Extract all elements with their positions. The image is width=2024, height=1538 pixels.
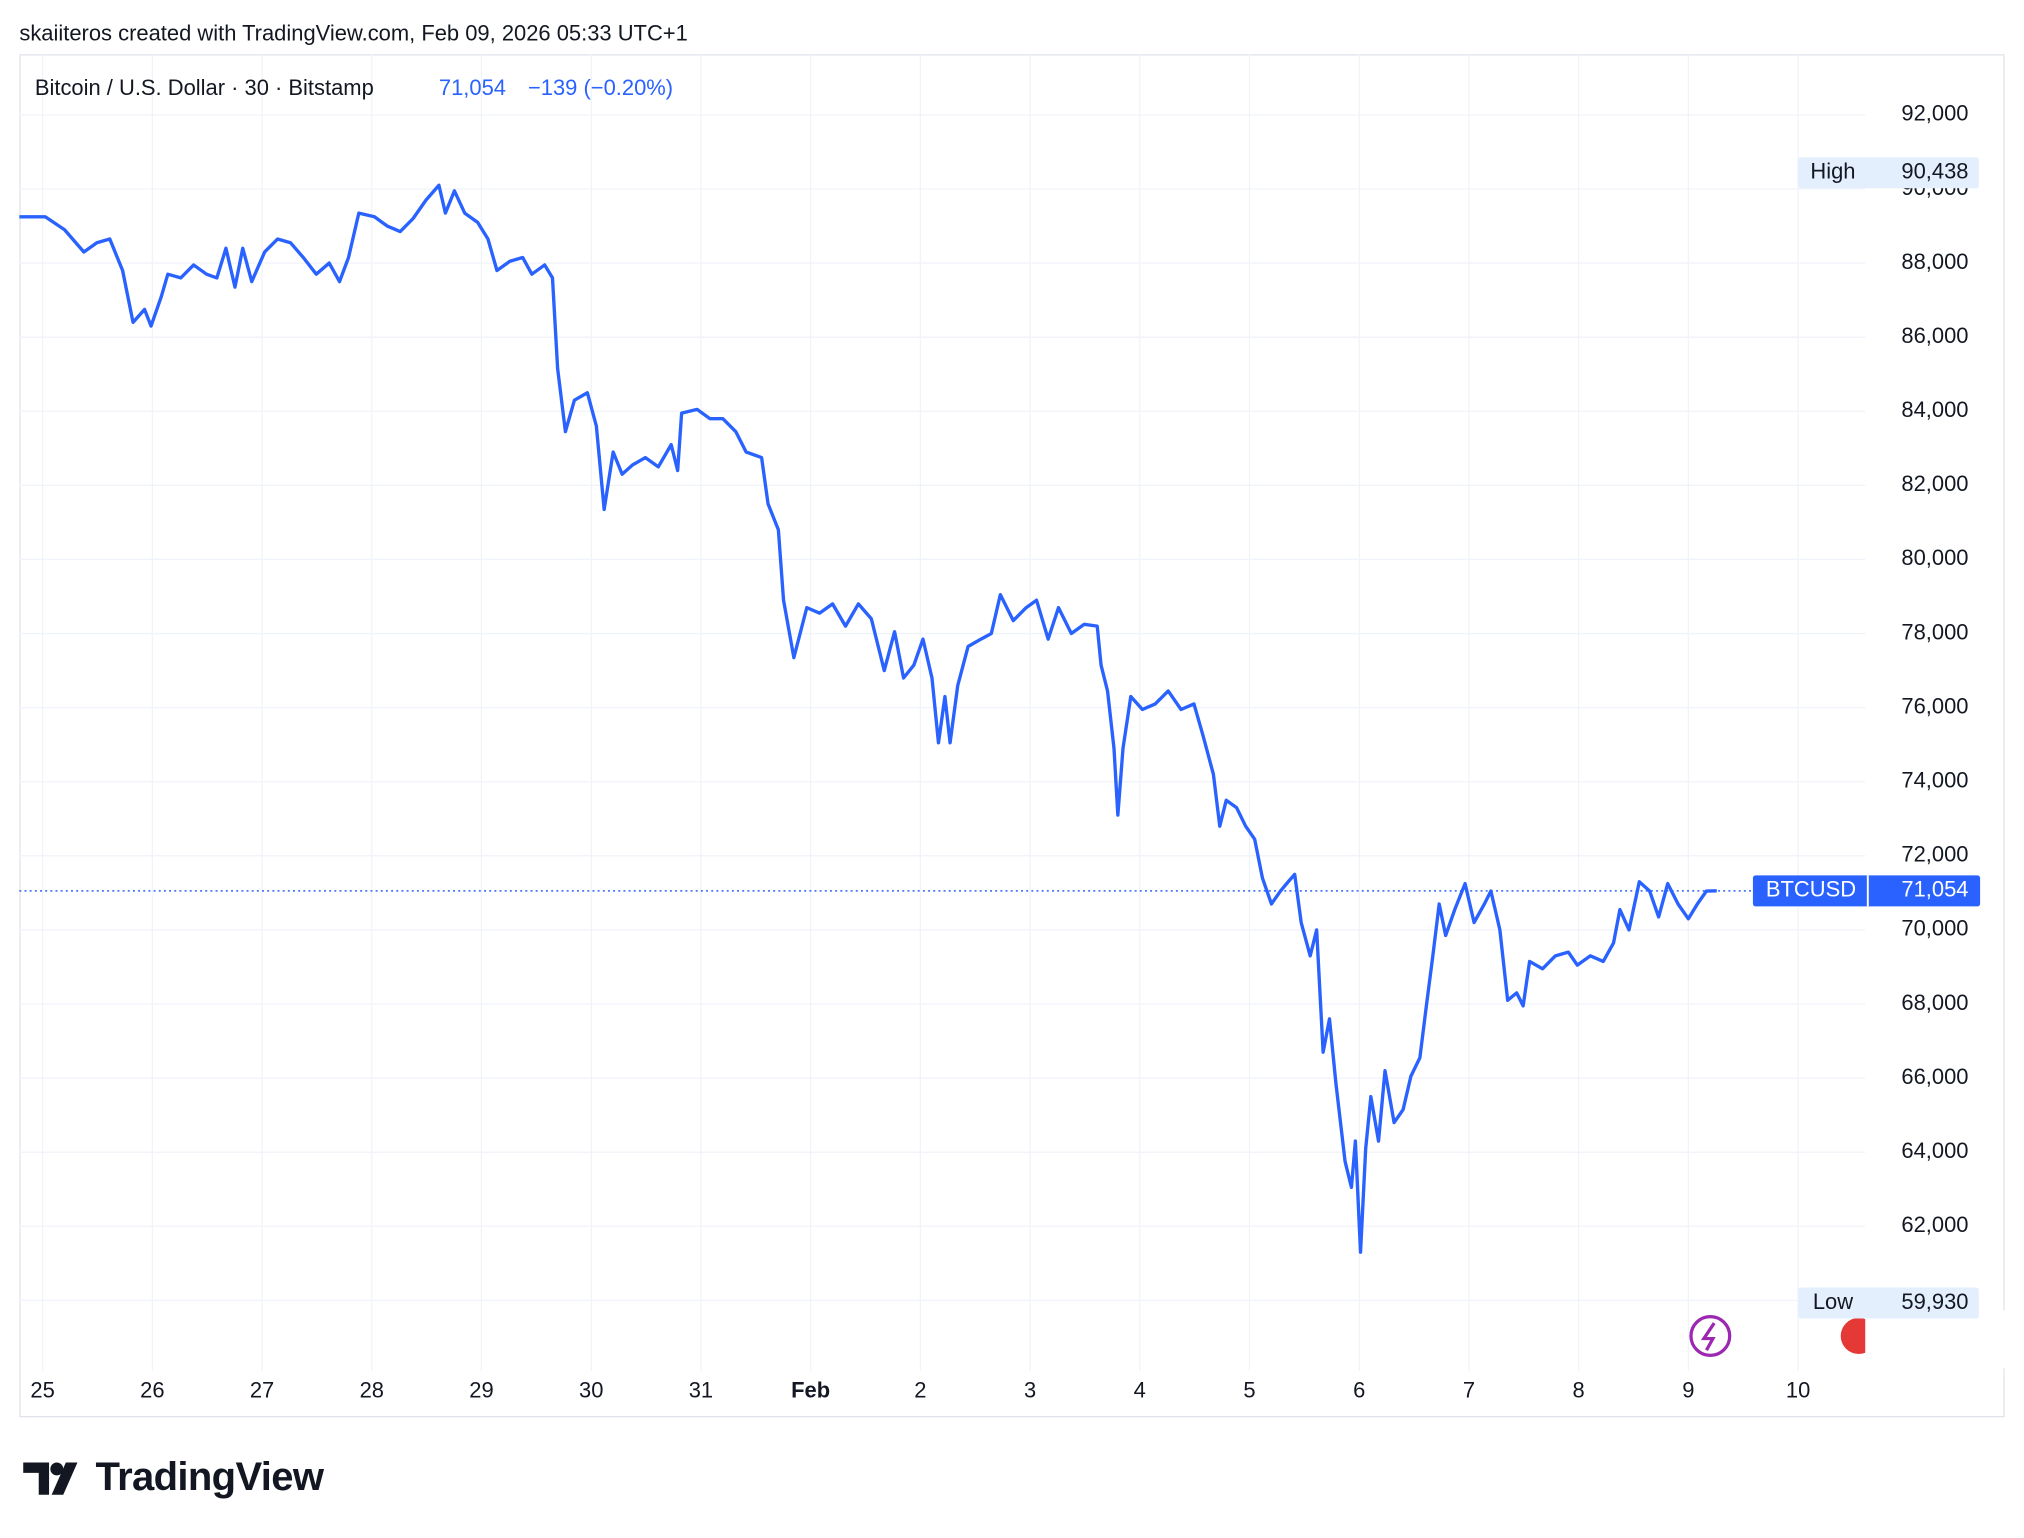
- x-tick-label: 7: [1463, 1377, 1475, 1402]
- y-tick-label: 78,000: [1901, 619, 1968, 644]
- last-price-box: [1752, 875, 1981, 907]
- y-tick-label: 92,000: [1901, 101, 1968, 126]
- price-line: [19, 183, 1717, 1254]
- series-name: BTCUSD: [1766, 877, 1856, 902]
- logo-mark: [23, 1462, 78, 1495]
- y-tick-label: 76,000: [1901, 693, 1968, 718]
- high-box: [1798, 157, 1979, 189]
- x-tick-label: 25: [30, 1377, 54, 1402]
- low-value: 59,930: [1901, 1289, 1968, 1314]
- x-tick-label: 2: [914, 1377, 926, 1402]
- high-value: 90,438: [1901, 159, 1968, 184]
- logo: TradingView: [23, 1455, 325, 1499]
- x-tick-label: 5: [1243, 1377, 1255, 1402]
- last-price-label: 71,054: [1901, 877, 1968, 902]
- y-tick-label: 80,000: [1901, 545, 1968, 570]
- logo-mark: [50, 1462, 64, 1476]
- y-tick-label: 70,000: [1901, 916, 1968, 941]
- x-tick-label: 29: [469, 1377, 493, 1402]
- x-tick-label: 31: [689, 1377, 713, 1402]
- x-tick-label: 3: [1024, 1377, 1036, 1402]
- marks: [19, 183, 1866, 1254]
- x-tick-label: 4: [1134, 1377, 1146, 1402]
- x-tick-label: 30: [579, 1377, 603, 1402]
- y-tick-label: 72,000: [1901, 842, 1968, 867]
- grid: [19, 54, 1866, 1371]
- high-label: High: [1810, 159, 1855, 184]
- legend-symbol: Bitcoin / U.S. Dollar · 30 · Bitstamp: [35, 75, 374, 100]
- x-tick-label: 9: [1682, 1377, 1694, 1402]
- y-tick-label: 68,000: [1901, 990, 1968, 1015]
- y-tick-label: 82,000: [1901, 471, 1968, 496]
- x-tick-label: 28: [360, 1377, 384, 1402]
- icons: [1689, 1310, 2024, 1369]
- icon-mask: [1865, 1310, 2024, 1369]
- low-label: Low: [1813, 1289, 1853, 1314]
- header: skaiiteros created with TradingView.com,…: [19, 21, 687, 46]
- y-tick-label: 64,000: [1901, 1138, 1968, 1163]
- x-tick-label: 8: [1573, 1377, 1585, 1402]
- chart-frame: [19, 54, 2005, 1418]
- y-tick-label: 62,000: [1901, 1212, 1968, 1237]
- icon: [1689, 1315, 1732, 1357]
- x-tick-label: 6: [1353, 1377, 1365, 1402]
- legend-last: 71,054: [439, 75, 506, 100]
- icon: [1700, 1322, 1716, 1351]
- y-tick-label: 74,000: [1901, 768, 1968, 793]
- low-box: [1798, 1287, 1979, 1319]
- x-tick-label: 26: [140, 1377, 164, 1402]
- x-tick-label: Feb: [791, 1377, 830, 1402]
- y-tick-label: 66,000: [1901, 1064, 1968, 1089]
- brand: TradingView: [96, 1455, 325, 1499]
- x-tick-label: 10: [1786, 1377, 1810, 1402]
- legend-change: −139 (−0.20%): [528, 75, 673, 100]
- x-tick-label: 27: [250, 1377, 274, 1402]
- y-tick-label: 88,000: [1901, 249, 1968, 274]
- y-tick-label: 86,000: [1901, 323, 1968, 348]
- y-tick-label: 84,000: [1901, 397, 1968, 422]
